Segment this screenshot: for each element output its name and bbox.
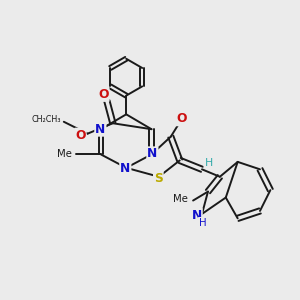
Text: Me: Me (173, 194, 188, 204)
Text: Me: Me (57, 149, 72, 160)
Text: N: N (120, 162, 130, 175)
Text: H: H (204, 158, 213, 168)
Text: N: N (191, 209, 202, 222)
Text: ethyl: ethyl (37, 115, 58, 124)
Text: N: N (147, 147, 158, 161)
Text: CH₂CH₃: CH₂CH₃ (32, 115, 62, 124)
Text: S: S (154, 172, 163, 185)
Text: O: O (98, 88, 109, 101)
Text: O: O (176, 112, 187, 125)
Text: H: H (199, 218, 206, 228)
Text: O: O (75, 129, 86, 142)
Text: N: N (95, 123, 106, 136)
